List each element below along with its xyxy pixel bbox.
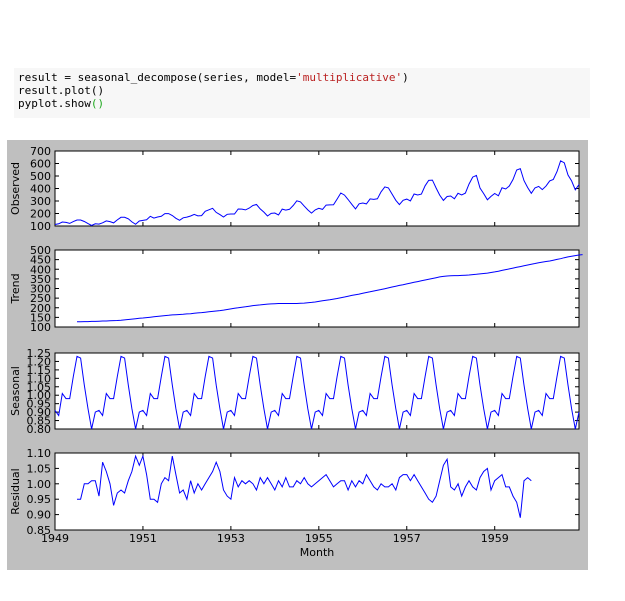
panel-residual: 0.85 0.90 0.95 1.00 1.05 1.10 Residual 1949 1951… <box>9 447 580 559</box>
y-tick-label: 0.90 <box>27 406 52 419</box>
y-axis-label: Residual <box>9 468 22 514</box>
y-tick-label: 1.10 <box>27 447 52 460</box>
y-tick-label: 200 <box>30 302 51 315</box>
y-tick-label: 0.85 <box>27 524 52 537</box>
y-tick-label: 400 <box>30 263 51 276</box>
y-axis-label: Seasonal <box>9 366 22 416</box>
series-line-seasonal <box>54 355 580 430</box>
code-text: result = seasonal_decompose(series, mode… <box>14 68 590 110</box>
y-tick-label: 0.95 <box>27 493 52 506</box>
y-tick-label: 0.90 <box>27 509 52 522</box>
x-tick-label: 1951 <box>129 532 157 545</box>
y-tick-label: 1.05 <box>27 462 52 475</box>
x-axis-label: Month <box>300 546 335 559</box>
decomposition-figure: 100 200 300 400 500 600 700 Observed 100 150 200 25… <box>7 140 588 570</box>
y-tick-label: 500 <box>30 244 51 257</box>
x-tick-label: 1955 <box>305 532 333 545</box>
y-tick-label: 1.10 <box>27 372 52 385</box>
axes-frame <box>54 249 580 328</box>
code-line-3-prefix: pyplot.show <box>18 97 91 110</box>
code-string-literal: 'multiplicative' <box>296 71 403 84</box>
y-axis-label: Observed <box>9 162 22 215</box>
code-line-1-suffix: ) <box>402 71 409 84</box>
y-tick-label: 400 <box>30 183 51 196</box>
y-tick-label: 0.85 <box>27 415 52 428</box>
y-tick-label: 100 <box>30 220 51 233</box>
y-tick-label: 200 <box>30 208 51 221</box>
x-tick-label: 1957 <box>393 532 421 545</box>
y-tick-label: 250 <box>30 292 51 305</box>
y-tick-label: 0.80 <box>27 423 52 436</box>
y-tick-label: 1.25 <box>27 347 52 360</box>
y-tick-label: 300 <box>30 195 51 208</box>
x-tick-label: 1953 <box>217 532 245 545</box>
y-tick-label: 350 <box>30 273 51 286</box>
y-tick-label: 100 <box>30 321 51 334</box>
code-cell[interactable]: result = seasonal_decompose(series, mode… <box>14 68 590 118</box>
decomposition-chart: 100200300400500600700Observed10015020025… <box>9 145 583 559</box>
y-tick-label: 1.15 <box>27 364 52 377</box>
y-tick-label: 700 <box>30 145 51 158</box>
axes-frame <box>54 150 580 227</box>
y-axis-label: Trend <box>9 273 22 304</box>
code-line-3-paren: () <box>90 97 105 110</box>
y-tick-label: 1.05 <box>27 381 52 394</box>
y-tick-label: 150 <box>30 311 51 324</box>
axes-frame <box>54 352 580 430</box>
y-tick-label: 600 <box>30 158 51 171</box>
y-tick-label: 1.00 <box>27 478 52 491</box>
series-line-observed <box>54 160 580 227</box>
x-tick-label: 1949 <box>41 532 69 545</box>
code-line-2: result.plot() <box>18 84 105 97</box>
code-line-1-prefix: result = seasonal_decompose(series, mode… <box>18 71 297 84</box>
y-tick-label: 450 <box>30 254 51 267</box>
y-tick-label: 300 <box>30 283 51 296</box>
x-tick-label: 1959 <box>481 532 509 545</box>
panel-seasonal: 0.800.850.900.951.001.051.101.151.201.25… <box>9 347 580 436</box>
axes-frame <box>54 452 580 531</box>
y-tick-label: 500 <box>30 170 51 183</box>
series-line-trend <box>77 254 583 323</box>
y-tick-label: 1.20 <box>27 355 52 368</box>
y-tick-label: 0.95 <box>27 398 52 411</box>
y-tick-label: 1.00 <box>27 389 52 402</box>
series-line-residual <box>77 454 532 518</box>
